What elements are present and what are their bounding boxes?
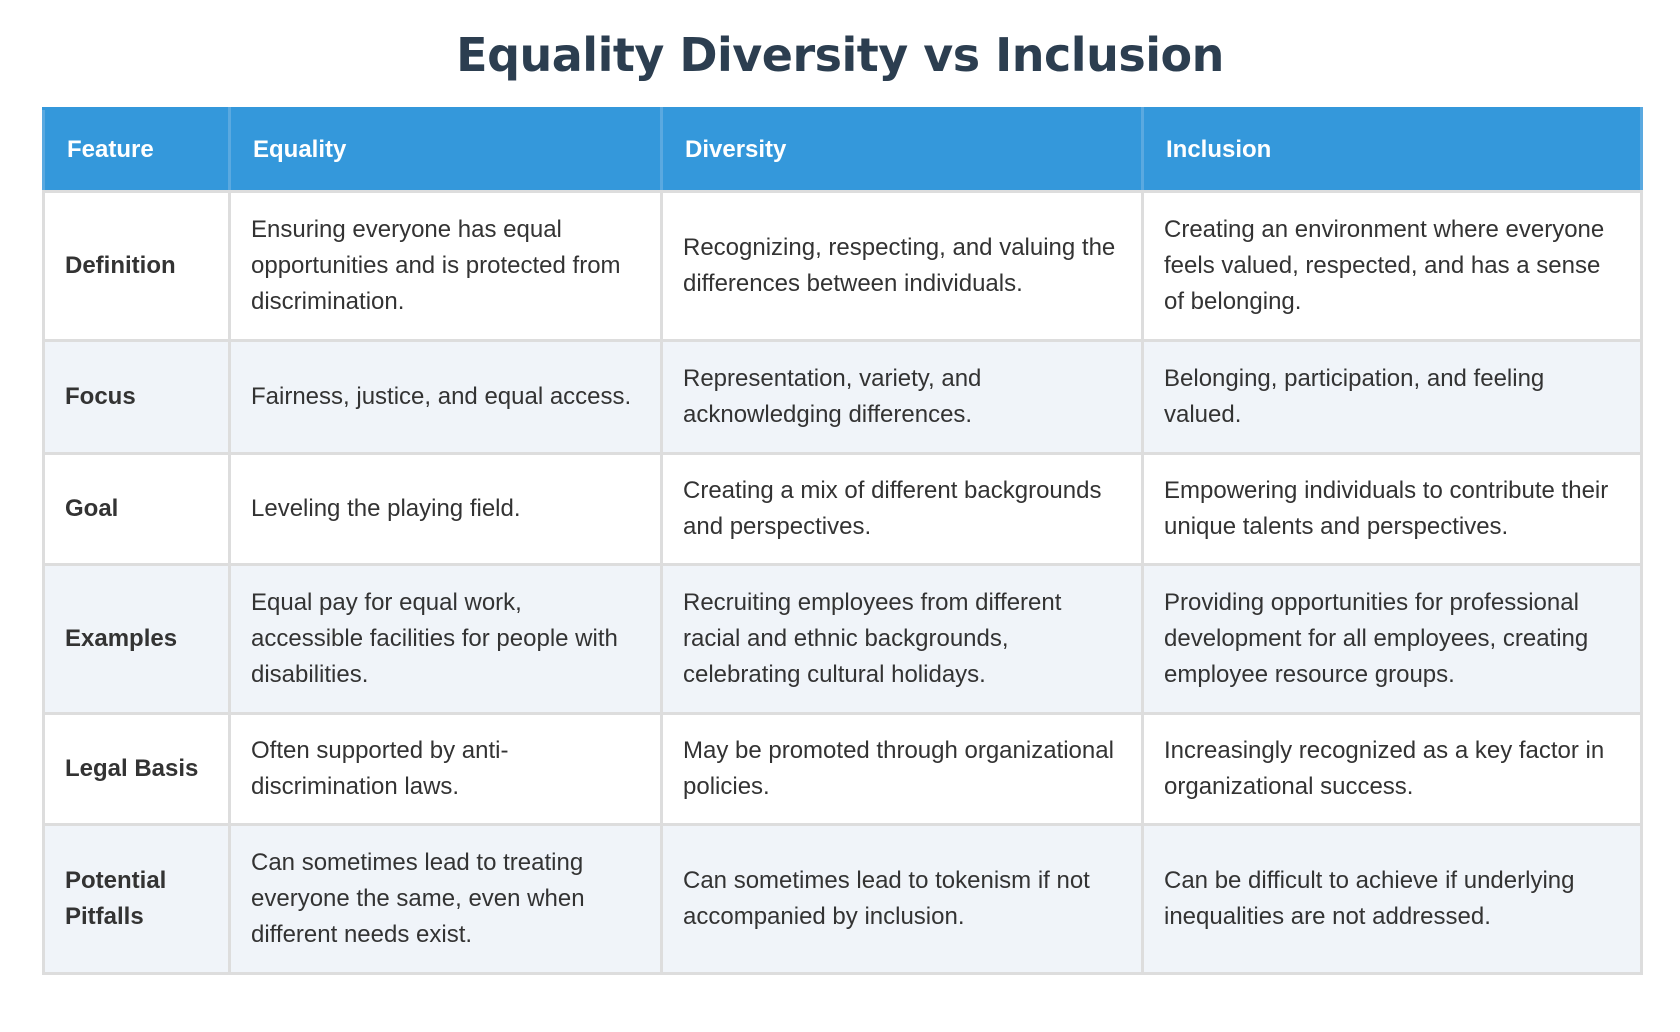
header-feature: Feature <box>42 107 231 193</box>
table-row: Examples Equal pay for equal work, acces… <box>42 563 1643 715</box>
feature-cell: Legal Basis <box>42 712 231 826</box>
equality-cell: Can sometimes lead to treating everyone … <box>228 823 663 975</box>
comparison-table: Feature Equality Diversity Inclusion Def… <box>42 107 1643 975</box>
feature-cell: Examples <box>42 563 231 715</box>
table-row: Definition Ensuring everyone has equal o… <box>42 190 1643 342</box>
table-row: Goal Leveling the playing field. Creatin… <box>42 452 1643 566</box>
equality-cell: Equal pay for equal work, accessible fac… <box>228 563 663 715</box>
inclusion-cell: Increasingly recognized as a key factor … <box>1141 712 1643 826</box>
diversity-cell: Recognizing, respecting, and valuing the… <box>660 190 1144 342</box>
equality-cell: Leveling the playing field. <box>228 452 663 566</box>
diversity-cell: Recruiting employees from different raci… <box>660 563 1144 715</box>
diversity-cell: May be promoted through organizational p… <box>660 712 1144 826</box>
feature-cell: Definition <box>42 190 231 342</box>
inclusion-cell: Can be difficult to achieve if underlyin… <box>1141 823 1643 975</box>
feature-cell: Focus <box>42 339 231 455</box>
equality-cell: Ensuring everyone has equal opportunitie… <box>228 190 663 342</box>
diversity-cell: Creating a mix of different backgrounds … <box>660 452 1144 566</box>
equality-cell: Fairness, justice, and equal access. <box>228 339 663 455</box>
header-diversity: Diversity <box>660 107 1144 193</box>
header-equality: Equality <box>228 107 663 193</box>
feature-cell: Goal <box>42 452 231 566</box>
diversity-cell: Can sometimes lead to tokenism if not ac… <box>660 823 1144 975</box>
inclusion-cell: Providing opportunities for professional… <box>1141 563 1643 715</box>
inclusion-cell: Empowering individuals to contribute the… <box>1141 452 1643 566</box>
feature-cell: Potential Pitfalls <box>42 823 231 975</box>
table-row: Legal Basis Often supported by anti-disc… <box>42 712 1643 826</box>
header-inclusion: Inclusion <box>1141 107 1643 193</box>
table-header-row: Feature Equality Diversity Inclusion <box>42 107 1643 193</box>
inclusion-cell: Belonging, participation, and feeling va… <box>1141 339 1643 455</box>
table-row: Focus Fairness, justice, and equal acces… <box>42 339 1643 455</box>
diversity-cell: Representation, variety, and acknowledgi… <box>660 339 1144 455</box>
inclusion-cell: Creating an environment where everyone f… <box>1141 190 1643 342</box>
table-row: Potential Pitfalls Can sometimes lead to… <box>42 823 1643 975</box>
equality-cell: Often supported by anti-discrimination l… <box>228 712 663 826</box>
page-title: Equality Diversity vs Inclusion <box>456 28 1224 82</box>
